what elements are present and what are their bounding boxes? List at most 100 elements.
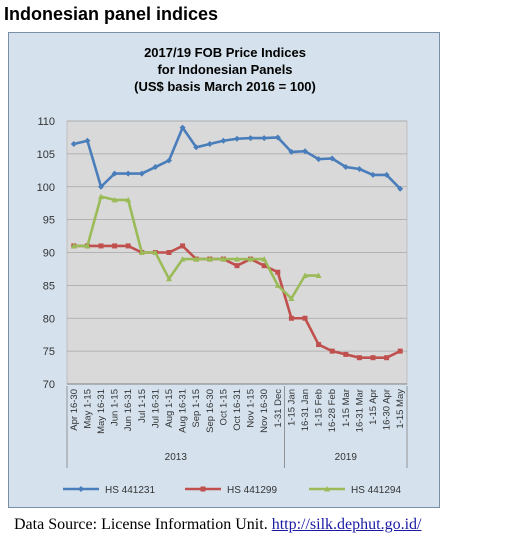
legend-marker <box>324 486 330 492</box>
data-point <box>206 141 213 148</box>
data-point <box>315 272 322 279</box>
x-tick-label: May 1-15 <box>82 389 93 429</box>
y-tick-label: 100 <box>37 182 55 194</box>
chart-title-line: (US$ basis March 2016 = 100) <box>134 79 316 94</box>
data-point <box>397 185 404 192</box>
legend-marker <box>78 486 84 492</box>
data-point <box>193 256 200 262</box>
data-point <box>397 348 403 354</box>
x-tick-label: 1-15 Feb <box>314 389 325 427</box>
year-label: 2019 <box>335 452 358 463</box>
data-point <box>179 256 186 262</box>
page-heading: Indonesian panel indices <box>4 4 219 24</box>
line-chart: 2017/19 FOB Price Indices for Indonesian … <box>37 45 408 496</box>
data-point <box>329 348 335 354</box>
data-point <box>84 242 91 249</box>
data-point <box>179 124 186 131</box>
legend-marker <box>200 486 206 492</box>
x-tick-label: Aug 16-31 <box>178 389 189 433</box>
data-point <box>342 164 349 171</box>
chart-title-line: for Indonesian Panels <box>157 62 292 77</box>
data-point <box>247 135 254 142</box>
data-point <box>384 355 390 361</box>
x-tick-label: 16-31 Jan <box>300 389 311 431</box>
data-point <box>356 355 362 361</box>
data-point <box>247 256 254 262</box>
data-point <box>125 170 132 177</box>
data-point <box>288 148 295 155</box>
data-point <box>152 164 159 171</box>
data-point <box>84 137 91 144</box>
data-point <box>166 250 172 255</box>
data-point <box>274 134 281 141</box>
x-tick-label: Oct 16-31 <box>232 389 243 431</box>
year-label: 2013 <box>165 452 188 463</box>
data-point <box>302 315 308 321</box>
data-point <box>70 141 77 148</box>
data-point <box>261 263 267 269</box>
data-point <box>315 156 322 163</box>
x-tick-label: 16-28 Feb <box>327 389 338 432</box>
y-tick-label: 110 <box>37 116 55 128</box>
data-point <box>125 196 132 203</box>
y-tick-label: 70 <box>43 379 55 391</box>
data-point <box>70 242 77 249</box>
data-point <box>288 295 295 302</box>
data-point <box>166 275 172 282</box>
data-point <box>261 135 268 142</box>
data-point <box>356 165 363 172</box>
x-tick-label: Apr 16-30 <box>69 389 80 431</box>
data-point <box>98 193 104 200</box>
x-tick-label: 1-15 May <box>395 389 406 429</box>
data-point <box>112 243 118 249</box>
x-tick-label: May 16-31 <box>96 389 107 434</box>
data-point <box>111 196 118 203</box>
data-point <box>329 155 336 162</box>
data-point <box>343 351 349 357</box>
legend-label: HS 441299 <box>227 485 277 496</box>
y-tick-label: 75 <box>43 346 55 358</box>
y-tick-label: 85 <box>43 280 55 292</box>
legend-label: HS 441294 <box>351 485 401 496</box>
data-point <box>220 137 227 144</box>
x-tick-label: Aug 1-15 <box>164 389 175 428</box>
data-point <box>302 272 308 279</box>
data-point <box>383 171 390 178</box>
data-point <box>288 315 294 321</box>
data-point <box>138 170 145 177</box>
data-point <box>193 144 200 151</box>
x-tick-label: 16-31 Mar <box>354 389 365 432</box>
data-source: Data Source: License Information Unit. h… <box>14 516 421 534</box>
data-point <box>180 243 186 249</box>
chart-panel: 2017/19 FOB Price Indices for Indonesian … <box>8 32 440 508</box>
legend-label: HS 441231 <box>105 485 155 496</box>
data-point <box>220 256 227 262</box>
source-link[interactable]: http://silk.dephut.go.id/ <box>271 516 422 533</box>
data-point <box>370 171 376 178</box>
x-tick-label: Jul 16-31 <box>150 389 161 428</box>
data-point <box>138 249 145 255</box>
x-tick-label: Jun 1-15 <box>110 389 121 426</box>
x-tick-label: Nov 16-30 <box>259 389 270 433</box>
x-tick-label: Sep 16-30 <box>205 389 216 433</box>
data-point <box>234 256 240 262</box>
data-point <box>302 148 308 155</box>
data-point <box>370 355 376 361</box>
x-tick-label: Oct 1-15 <box>218 389 229 425</box>
data-point <box>98 243 104 249</box>
data-point <box>234 135 240 142</box>
x-tick-label: Sep 1-15 <box>191 389 202 428</box>
data-point <box>274 282 281 288</box>
data-point <box>125 243 131 249</box>
x-tick-label: 16-30 Apr <box>382 389 393 430</box>
y-tick-label: 90 <box>43 248 55 260</box>
x-tick-label: 1-31 Dec <box>273 389 284 428</box>
data-point <box>166 157 172 164</box>
x-tick-label: Nov 1-15 <box>246 389 257 428</box>
data-point <box>152 249 159 255</box>
y-tick-label: 105 <box>37 149 55 161</box>
data-point <box>111 170 118 177</box>
data-point <box>316 342 322 348</box>
x-tick-label: 1-15 Apr <box>368 389 379 425</box>
x-tick-label: 1-15 Mar <box>341 389 352 427</box>
